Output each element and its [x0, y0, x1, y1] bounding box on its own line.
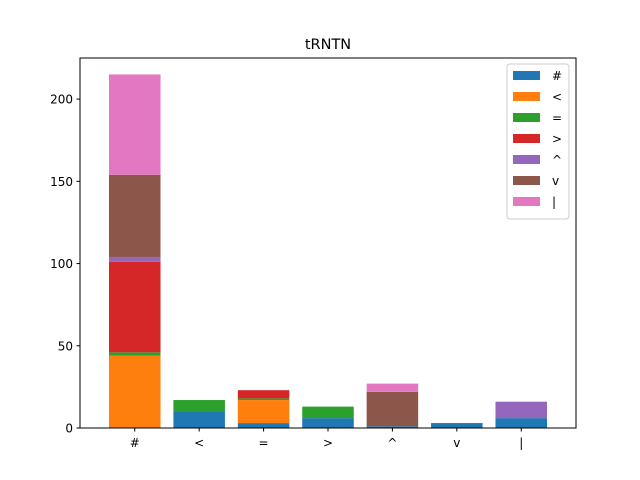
bar-segment [237, 400, 290, 424]
bar-segment [237, 398, 290, 401]
bar-segment [173, 411, 225, 428]
y-tick-label: 0 [65, 422, 73, 436]
bars-layer [108, 74, 548, 428]
legend-swatch [513, 134, 540, 143]
y-tick-label: 200 [50, 93, 73, 107]
bar-segment [173, 400, 225, 412]
legend-label: | [552, 195, 556, 209]
legend-swatch [513, 71, 540, 80]
legend-swatch [513, 197, 540, 206]
x-tick-label: = [259, 436, 269, 450]
legend: # < = > ^ v | [506, 63, 570, 220]
bar-segment [108, 352, 161, 356]
x-tick-label: ^ [387, 436, 397, 450]
bar-segment [366, 383, 419, 392]
legend-label: > [552, 132, 562, 146]
chart-title: tRNTN [305, 37, 351, 53]
bar-segment [431, 423, 483, 428]
legend-label: ^ [552, 153, 562, 167]
bar-segment [108, 261, 161, 353]
x-tick-label: < [194, 436, 204, 450]
legend-swatch [513, 176, 540, 185]
bar-segment [495, 418, 548, 428]
y-tick-label: 150 [50, 175, 73, 189]
y-tick-label: 50 [58, 339, 73, 353]
x-tick-label: | [519, 436, 523, 450]
legend-label: = [552, 111, 562, 125]
legend-swatch [513, 92, 540, 101]
legend-label: v [552, 174, 559, 188]
bar-segment [366, 426, 419, 428]
x-axis: # < = > ^ v | [130, 428, 523, 450]
y-axis: 0 50 100 150 200 [50, 93, 80, 436]
bar-segment [108, 74, 161, 175]
bar-segment [237, 390, 290, 399]
legend-label: # [552, 69, 562, 83]
legend-swatch [513, 113, 540, 122]
bar-segment [366, 391, 419, 427]
bar-segment [302, 406, 354, 419]
bar-segment [302, 418, 354, 428]
x-tick-label: v [453, 436, 460, 450]
bar-segment [108, 174, 161, 257]
y-tick-label: 100 [50, 257, 73, 271]
x-tick-label: > [323, 436, 333, 450]
bar-segment [237, 423, 290, 428]
x-tick-label: # [130, 436, 140, 450]
legend-label: < [552, 90, 562, 104]
bar-segment [108, 355, 161, 428]
legend-swatch [513, 155, 540, 164]
bar-segment [495, 401, 548, 419]
bar-segment [108, 256, 161, 262]
